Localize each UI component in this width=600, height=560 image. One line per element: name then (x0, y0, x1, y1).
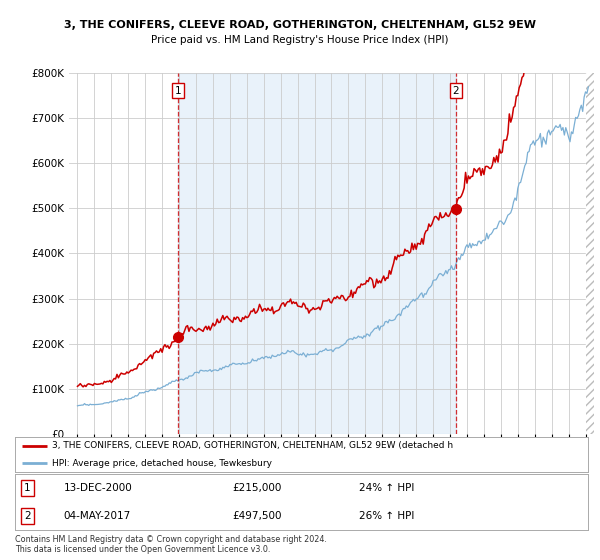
Text: Price paid vs. HM Land Registry's House Price Index (HPI): Price paid vs. HM Land Registry's House … (151, 35, 449, 45)
Text: This data is licensed under the Open Government Licence v3.0.: This data is licensed under the Open Gov… (15, 545, 271, 554)
Text: 04-MAY-2017: 04-MAY-2017 (64, 511, 131, 521)
Text: HPI: Average price, detached house, Tewkesbury: HPI: Average price, detached house, Tewk… (52, 459, 272, 468)
Text: 24% ↑ HPI: 24% ↑ HPI (359, 483, 414, 493)
Text: 13-DEC-2000: 13-DEC-2000 (64, 483, 133, 493)
Text: Contains HM Land Registry data © Crown copyright and database right 2024.: Contains HM Land Registry data © Crown c… (15, 535, 327, 544)
Text: £215,000: £215,000 (233, 483, 282, 493)
Text: 2: 2 (24, 511, 31, 521)
Text: 3, THE CONIFERS, CLEEVE ROAD, GOTHERINGTON, CHELTENHAM, GL52 9EW (detached h: 3, THE CONIFERS, CLEEVE ROAD, GOTHERINGT… (52, 441, 454, 450)
Bar (178, 73, 456, 434)
Bar (586, 73, 600, 434)
Text: 1: 1 (175, 86, 182, 96)
Text: 26% ↑ HPI: 26% ↑ HPI (359, 511, 414, 521)
Text: £497,500: £497,500 (233, 511, 282, 521)
Bar (586, 73, 600, 434)
Text: 3, THE CONIFERS, CLEEVE ROAD, GOTHERINGTON, CHELTENHAM, GL52 9EW: 3, THE CONIFERS, CLEEVE ROAD, GOTHERINGT… (64, 20, 536, 30)
Text: 2: 2 (452, 86, 459, 96)
Text: 1: 1 (24, 483, 31, 493)
